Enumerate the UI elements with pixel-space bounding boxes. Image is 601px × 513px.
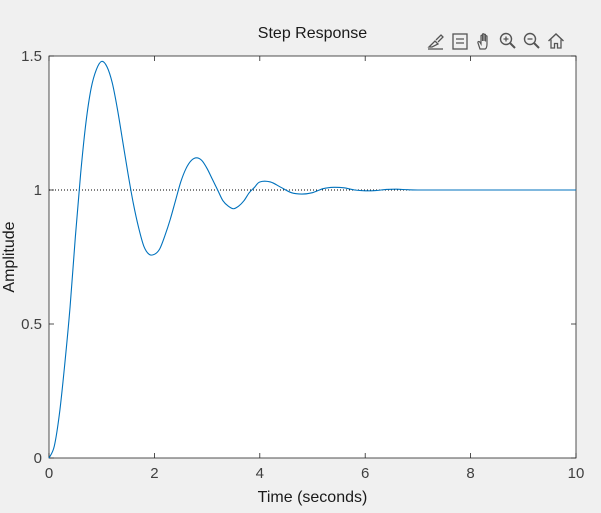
x-axis-label: Time (seconds)	[258, 489, 368, 506]
pan-hand-icon	[477, 33, 488, 50]
x-tick-label: 8	[466, 465, 474, 482]
zoom-out-button[interactable]	[521, 30, 543, 52]
y-tick-label: 1.5	[21, 48, 42, 65]
series-line-step-response	[48, 60, 576, 459]
brush-icon	[427, 34, 444, 50]
home-button[interactable]	[545, 30, 567, 52]
axes-area	[48, 55, 577, 459]
x-tick-label: 0	[45, 465, 53, 482]
axes-toolbar	[425, 30, 567, 52]
x-tick-label: 6	[361, 465, 369, 482]
x-tick-label: 10	[568, 465, 585, 482]
zoom-in-button[interactable]	[497, 30, 519, 52]
brush-button[interactable]	[425, 30, 447, 52]
legend-icon	[452, 33, 468, 50]
y-axis-label: Amplitude	[1, 221, 18, 292]
x-tick-label: 2	[150, 465, 158, 482]
home-icon	[548, 33, 564, 49]
zoom-out-icon	[523, 32, 540, 49]
y-tick-label: 0	[34, 450, 42, 467]
chart-title: Step Response	[258, 25, 368, 42]
y-tick-label: 0.5	[21, 316, 42, 333]
legend-button[interactable]	[449, 30, 471, 52]
pan-button[interactable]	[473, 30, 495, 52]
zoom-in-icon	[499, 32, 516, 49]
y-tick-label: 1	[34, 182, 42, 199]
x-tick-label: 4	[256, 465, 264, 482]
